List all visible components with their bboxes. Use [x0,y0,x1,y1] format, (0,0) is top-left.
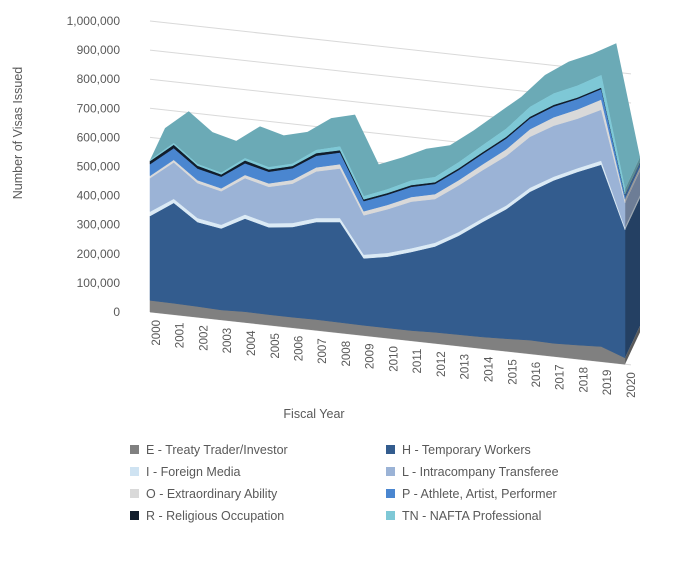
legend-label: I - Foreign Media [146,464,241,479]
x-tick-label: 2015 [507,359,519,385]
legend-item: P - Athlete, Artist, Performer [386,485,630,502]
y-tick-label: 200,000 [77,247,121,261]
legend-label: E - Treaty Trader/Investor [146,442,288,457]
x-tick-label: 2002 [199,325,211,351]
legend-label: R - Religious Occupation [146,508,285,523]
y-tick-label: 800,000 [77,72,121,86]
legend-swatch [386,511,395,520]
x-tick-label: 2004 [246,330,258,356]
legend-swatch [386,467,395,476]
side-face [625,197,640,358]
y-tick-label: 100,000 [77,276,121,290]
x-tick-label: 2011 [412,349,424,374]
legend-item: E - Treaty Trader/Investor [130,441,386,458]
x-axis-title: Fiscal Year [283,407,344,421]
side-face [625,157,640,195]
legend-swatch [130,511,139,520]
y-tick-label: 400,000 [77,189,121,203]
x-tick-label: 2007 [317,338,329,364]
x-tick-label: 2001 [175,323,187,349]
y-tick-label: 300,000 [77,218,121,232]
x-tick-label: 2014 [484,356,496,382]
y-tick-label: 1,000,000 [67,14,121,28]
y-tick-label: 900,000 [77,43,121,57]
y-tick-label: 700,000 [77,101,121,115]
x-tick-label: 2008 [341,341,353,367]
legend-item: H - Temporary Workers [386,441,630,458]
legend-item: TN - NAFTA Professional [386,507,630,524]
series-areas [149,74,626,365]
x-tick-label: 2020 [626,372,638,398]
side-face [625,163,640,200]
legend-swatch [386,489,395,498]
top-face [150,43,640,197]
y-axis-ticks: 0 100,000 200,000 300,000 400,000 500,000 600,… [67,14,121,319]
y-tick-label: 0 [113,305,120,319]
legend-item: L - Intracompany Transferee [386,463,630,480]
side-face [625,195,640,230]
legend-label: O - Extraordinary Ability [146,486,278,501]
y-tick-label: 500,000 [77,160,121,174]
x-tick-label: 2017 [555,364,567,390]
legend-label: H - Temporary Workers [402,442,531,457]
legend-item: O - Extraordinary Ability [130,485,386,502]
gridline [149,20,632,75]
legend-label: TN - NAFTA Professional [402,508,542,523]
x-tick-label: 2012 [436,351,448,377]
x-tick-label: 2013 [460,354,472,380]
x-tick-label: 2019 [602,370,614,396]
y-tick-label: 600,000 [77,130,121,144]
x-tick-label: 2018 [579,367,591,393]
x-tick-label: 2005 [270,333,282,359]
x-tick-label: 2016 [531,362,543,388]
x-tick-label: 2010 [389,346,401,372]
legend-item: I - Foreign Media [130,463,386,480]
y-axis-title: Number of Visas Issued [11,67,25,200]
x-axis-ticks: 2000 2001 2002 2003 2004 2005 2006 2007 2008 2009… [151,320,638,398]
legend-swatch [130,489,139,498]
legend-swatch [130,445,139,454]
legend-swatch [386,445,395,454]
x-tick-label: 2000 [151,320,163,346]
side-face [625,170,640,228]
legend-swatch [130,467,139,476]
x-tick-label: 2006 [294,336,306,362]
x-tick-label: 2009 [365,344,377,370]
x-tick-label: 2003 [222,328,234,354]
area-depth-shading [150,43,640,365]
legend-item: R - Religious Occupation [130,507,386,524]
legend-label: P - Athlete, Artist, Performer [402,486,557,501]
side-face [625,162,640,196]
series-area-tn [149,74,626,200]
side-face [625,167,640,203]
legend: E - Treaty Trader/Investor H - Temporary … [130,441,630,524]
side-face [625,325,640,365]
legend-label: L - Intracompany Transferee [402,464,559,479]
